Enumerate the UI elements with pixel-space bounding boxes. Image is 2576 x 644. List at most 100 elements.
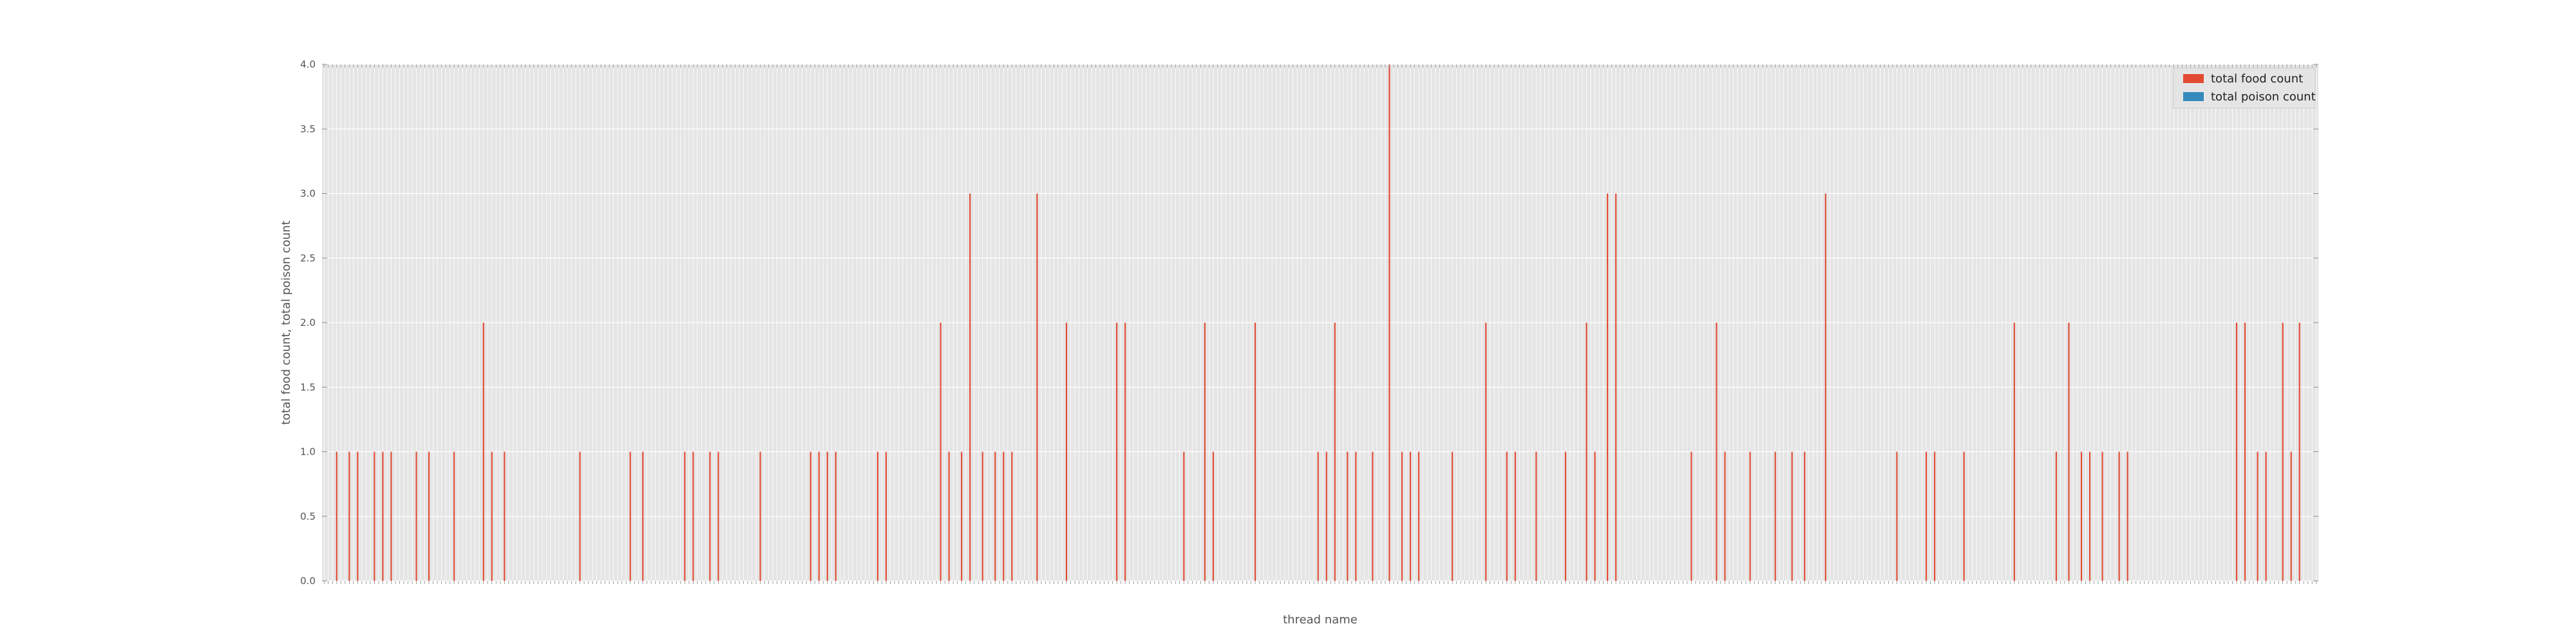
bar-food bbox=[1594, 451, 1596, 581]
bar-food bbox=[2282, 323, 2284, 581]
bar-food bbox=[1347, 451, 1349, 581]
bar-food bbox=[504, 451, 506, 581]
bar-food bbox=[1418, 451, 1420, 581]
bar-food bbox=[390, 451, 392, 581]
y-tick-label: 1.5 bbox=[300, 381, 316, 393]
bar-food bbox=[1334, 323, 1336, 581]
bar-food bbox=[1926, 451, 1927, 581]
bar-food bbox=[1401, 451, 1403, 581]
bar-food bbox=[1690, 451, 1692, 581]
bar-food bbox=[1116, 323, 1118, 581]
bar-food bbox=[579, 451, 581, 581]
bar-food bbox=[1183, 451, 1185, 581]
bar-food bbox=[2244, 323, 2246, 581]
bar-food bbox=[1065, 323, 1068, 581]
bar-food bbox=[1791, 451, 1793, 581]
bar-food bbox=[885, 451, 887, 581]
bar-food bbox=[876, 451, 878, 581]
y-tick-label: 4.0 bbox=[300, 59, 316, 70]
bar-food bbox=[692, 451, 694, 581]
bar-food bbox=[1355, 451, 1357, 581]
bar-food bbox=[2055, 451, 2058, 581]
y-tick-label: 2.0 bbox=[300, 317, 316, 328]
bar-food bbox=[2257, 451, 2259, 581]
bar-food bbox=[2290, 451, 2292, 581]
bar-food bbox=[684, 451, 686, 581]
bar-food bbox=[1255, 323, 1256, 581]
bar-food bbox=[1212, 451, 1214, 581]
bar-food bbox=[1716, 323, 1718, 581]
bar-food bbox=[415, 451, 417, 581]
bar-food bbox=[2126, 451, 2128, 581]
bar-food bbox=[2101, 451, 2103, 581]
bar-food bbox=[1317, 451, 1319, 581]
bar-food bbox=[759, 451, 761, 581]
bar-food bbox=[969, 193, 971, 581]
bar-food bbox=[1535, 451, 1537, 581]
bar-food bbox=[1804, 451, 1806, 581]
bar-food bbox=[374, 451, 375, 581]
bar-food bbox=[1963, 451, 1965, 581]
bar-food bbox=[2068, 323, 2070, 581]
bar-food bbox=[1325, 451, 1327, 581]
bar-food bbox=[826, 451, 828, 581]
bar-food bbox=[482, 323, 484, 581]
legend-swatch-poison bbox=[2183, 92, 2204, 101]
y-axis-label: total food count, total poison count bbox=[279, 220, 293, 424]
bar-food bbox=[1934, 451, 1936, 581]
bar-food bbox=[491, 451, 493, 581]
bar-food bbox=[709, 451, 711, 581]
bar-food bbox=[1506, 451, 1508, 581]
bar-food bbox=[1204, 323, 1206, 581]
bar-food bbox=[994, 451, 996, 581]
bar-food bbox=[1824, 193, 1826, 581]
bar-food bbox=[1896, 451, 1898, 581]
bar-food bbox=[961, 451, 963, 581]
legend: total food count total poison count bbox=[2173, 68, 2316, 109]
y-tick-label: 2.5 bbox=[300, 252, 316, 264]
y-axis: 0.0 0.5 1.0 1.5 2.0 2.5 3.0 3.5 4.0 bbox=[300, 59, 316, 587]
bars bbox=[336, 64, 2300, 581]
bar-food bbox=[818, 451, 820, 581]
bar-food bbox=[1003, 451, 1005, 581]
bar-food bbox=[453, 451, 455, 581]
x-axis-label: thread name bbox=[1283, 613, 1358, 627]
bar-food bbox=[1514, 451, 1516, 581]
bar-food bbox=[348, 451, 350, 581]
y-tick-label: 0.5 bbox=[300, 511, 316, 522]
y-tick-label: 3.5 bbox=[300, 123, 316, 135]
bar-food bbox=[1372, 451, 1374, 581]
legend-swatch-food bbox=[2183, 74, 2204, 83]
bar-food bbox=[382, 451, 384, 581]
bar-food bbox=[717, 451, 719, 581]
bar-food bbox=[629, 451, 631, 581]
bar-food bbox=[1607, 193, 1609, 581]
bar-food bbox=[2080, 451, 2083, 581]
bar-food bbox=[940, 323, 942, 581]
bar-food bbox=[1485, 323, 1487, 581]
bar-food bbox=[2265, 451, 2267, 581]
bar-food bbox=[428, 451, 430, 581]
bar-food bbox=[835, 451, 837, 581]
y-tick-label: 0.0 bbox=[300, 575, 316, 587]
bar-food bbox=[1586, 323, 1587, 581]
legend-label-poison: total poison count bbox=[2211, 90, 2316, 104]
bar-food bbox=[1774, 451, 1776, 581]
bar-food bbox=[357, 451, 359, 581]
bar-food bbox=[642, 451, 644, 581]
legend-label-food: total food count bbox=[2211, 72, 2303, 86]
bar-food bbox=[336, 451, 337, 581]
bar-food bbox=[810, 451, 811, 581]
bar-food bbox=[1615, 193, 1617, 581]
bar-food bbox=[948, 451, 950, 581]
bar-food bbox=[1452, 451, 1454, 581]
bar-food bbox=[1724, 451, 1726, 581]
bar-food bbox=[2235, 323, 2238, 581]
bar-food bbox=[1011, 451, 1013, 581]
bar-food bbox=[1749, 451, 1751, 581]
bar-food bbox=[2118, 451, 2120, 581]
bar-food bbox=[2013, 323, 2015, 581]
bar-food bbox=[1564, 451, 1567, 581]
bar-food bbox=[2298, 323, 2300, 581]
